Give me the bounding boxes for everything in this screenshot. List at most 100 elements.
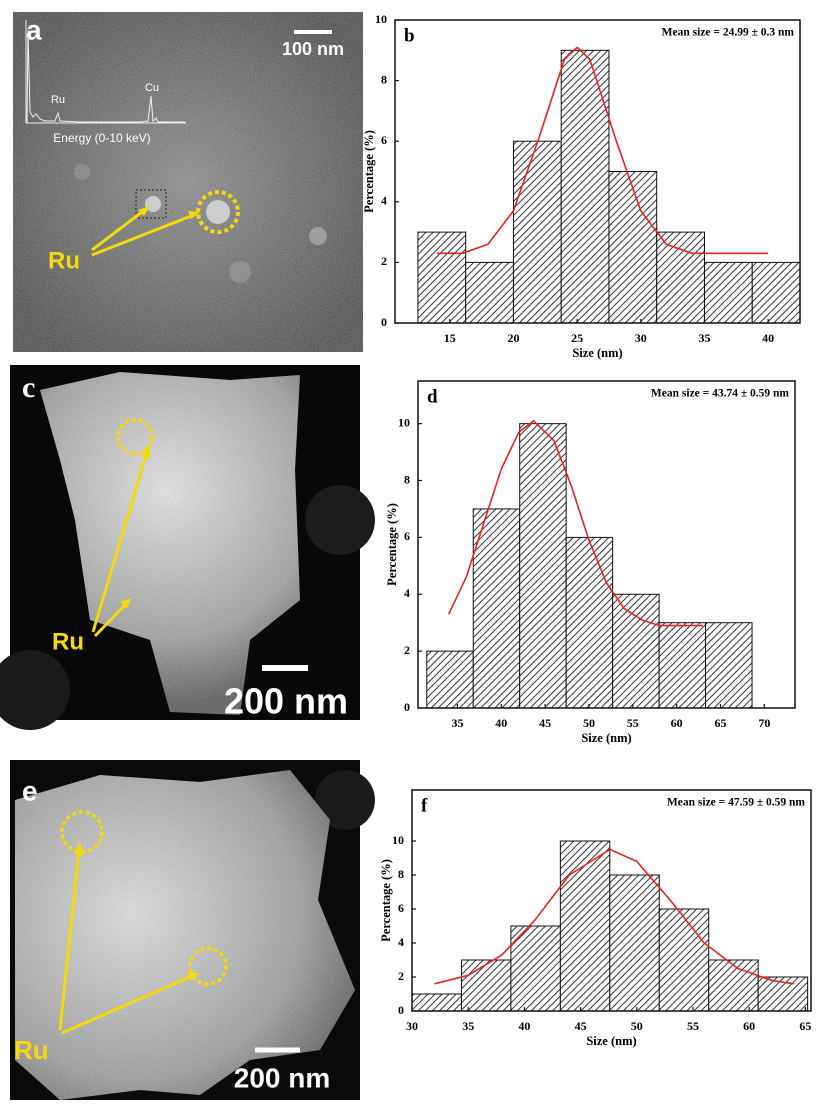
background-feature [315,770,375,830]
y-tick-label: 2 [381,254,387,268]
particle [206,200,230,224]
peak-label: Cu [145,82,159,94]
panel-letter: e [22,775,38,806]
annotation: Mean size = 24.99 ± 0.3 nm [662,27,795,39]
panel-letter: f [421,795,428,816]
histogram-bar [560,49,610,324]
arrow [58,849,81,1031]
annotation: Mean size = 43.74 ± 0.59 nm [651,388,789,400]
y-tick-label: 4 [398,935,404,949]
histogram-bar [519,423,567,709]
histogram-bar [472,508,521,709]
histogram-bar [612,593,660,709]
x-tick-label: 65 [714,716,726,730]
y-axis-label: Percentage (%) [385,503,399,586]
arrow [61,974,193,1035]
selection-box [135,189,167,219]
y-tick-label: 0 [404,700,410,714]
histogram-chart: 0 2 4 6 8 10 30 35 40 45 50 55 60 65 Size (nm) Percenta… [379,789,812,1048]
x-tick-label: 55 [687,1019,699,1033]
panel-letter: d [427,386,438,407]
x-tick-label: 25 [571,331,583,345]
element-label: Ru [48,247,80,274]
y-tick-label: 2 [404,643,410,657]
y-tick-label: 10 [375,12,387,26]
background-feature [305,485,375,555]
y-axis-label: Percentage (%) [362,130,376,213]
fit-curve [447,420,703,627]
scale-label: 200 nm [224,681,348,722]
y-tick-label: 8 [404,472,410,486]
inset-axis-label: Energy (0-10 keV) [53,131,150,145]
arrow-head [187,972,199,981]
plot-frame [394,19,801,324]
x-tick-label: 35 [698,331,710,345]
x-tick-label: 20 [507,331,519,345]
peak-label: Ru [51,94,65,106]
histogram-bar [608,171,658,324]
histogram-bar [411,993,462,1012]
inset-spectrum [26,29,185,124]
arrow-head [142,444,151,458]
arrow-head [120,598,131,609]
histogram-bar [465,261,514,324]
histogram-bar [460,959,512,1012]
fit-curve [437,46,769,255]
scale-label: 100 nm [282,39,344,59]
histogram-bar [417,231,467,324]
y-tick-label: 6 [404,529,410,543]
y-tick-label: 10 [392,833,404,847]
highlight-circle [196,190,240,234]
x-tick-label: 50 [631,1019,643,1033]
plot-frame [417,380,796,709]
x-tick-label: 40 [495,716,507,730]
x-tick-label: 45 [539,716,551,730]
annotation: Mean size = 47.59 ± 0.59 nm [667,797,805,809]
histogram-bar [703,261,753,324]
histogram-bar [656,231,705,324]
y-tick-label: 8 [398,867,404,881]
arrow-head [188,211,200,219]
y-tick-label: 8 [381,72,387,86]
highlight-circle [116,418,154,456]
background-feature [0,650,70,730]
histogram-bar [705,622,753,709]
micrograph-c: c Ru 200 nm [0,365,375,730]
fit-curve [434,848,795,985]
arrow [93,602,128,638]
x-tick-label: 40 [762,331,774,345]
histogram-bar [658,622,707,709]
scale-label: 200 nm [234,1062,331,1093]
histogram-bar [559,840,611,1012]
histogram-bar [565,536,614,709]
arrow-head [74,842,84,855]
plot-frame [411,789,812,1012]
highlight-circle [188,946,228,986]
particle [74,164,90,180]
image-texture [15,770,355,1100]
element-label: Ru [14,1035,49,1065]
x-tick-label: 60 [743,1019,755,1033]
histogram-bar [426,650,474,709]
micrograph-a: a 100 nm Ru Cu Energy (0-10 keV) Ru [13,12,363,352]
y-tick-label: 0 [381,315,387,329]
y-tick-label: 10 [398,415,410,429]
y-axis-label: Percentage (%) [379,859,393,942]
x-axis-label: Size (nm) [586,1034,636,1048]
histogram-bar [751,261,801,324]
x-tick-label: 50 [583,716,595,730]
image-texture [13,12,363,352]
x-tick-label: 30 [635,331,647,345]
y-tick-label: 0 [398,1003,404,1017]
y-tick-label: 4 [381,194,387,208]
x-tick-label: 65 [799,1019,811,1033]
y-tick-label: 4 [404,586,410,600]
x-tick-label: 70 [758,716,770,730]
panel-letter: c [22,371,35,404]
histogram-bar [609,874,660,1012]
arrow [91,212,197,257]
histogram-bar [512,140,562,324]
histogram-chart: 0 2 4 6 8 10 15 20 25 30 35 40 Size (nm) Percentage (… [362,12,801,360]
